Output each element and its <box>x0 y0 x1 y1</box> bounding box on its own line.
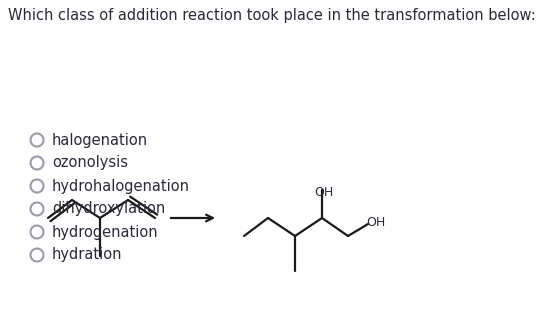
Text: dihydroxylation: dihydroxylation <box>52 202 165 216</box>
Text: ozonolysis: ozonolysis <box>52 156 128 170</box>
Text: OH: OH <box>366 216 385 229</box>
Text: hydrohalogenation: hydrohalogenation <box>52 178 190 194</box>
Text: hydrogenation: hydrogenation <box>52 224 158 240</box>
Text: Which class of addition reaction took place in the transformation below:: Which class of addition reaction took pl… <box>8 8 536 23</box>
Text: OH: OH <box>314 186 333 199</box>
Text: halogenation: halogenation <box>52 132 148 148</box>
Text: hydration: hydration <box>52 248 122 262</box>
